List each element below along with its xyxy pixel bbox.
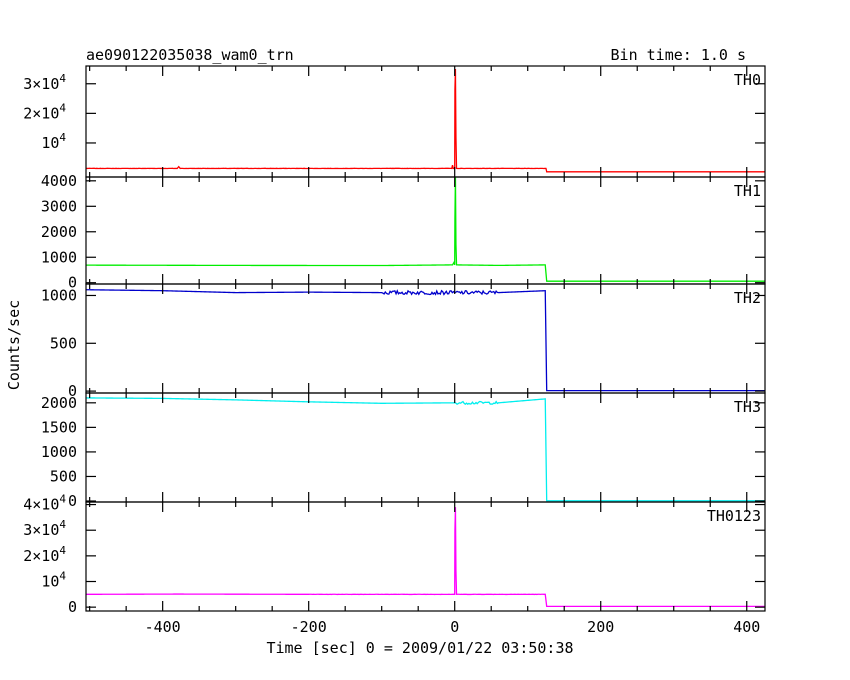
panel-label: TH1 bbox=[734, 182, 761, 200]
y-tick-label: 1000 bbox=[41, 286, 77, 304]
y-tick-label: 104 bbox=[41, 570, 66, 591]
chart-title: ae090122035038_wam0_trn bbox=[86, 46, 294, 64]
bin-time-label: Bin time: 1.0 s bbox=[611, 46, 746, 64]
y-tick-exponent: 4 bbox=[59, 544, 66, 557]
x-axis-label: Time [sec] 0 = 2009/01/22 03:50:38 bbox=[266, 639, 573, 657]
y-tick-label: 0 bbox=[68, 598, 77, 616]
y-tick-label: 2×104 bbox=[23, 544, 66, 565]
panel-frame bbox=[85, 501, 766, 612]
y-tick-exponent: 4 bbox=[59, 131, 66, 144]
y-tick-exponent: 4 bbox=[59, 72, 66, 85]
y-tick-label: 2000 bbox=[41, 223, 77, 241]
y-tick-base: 2×10 bbox=[23, 547, 59, 565]
y-tick-label: 0 bbox=[68, 492, 77, 510]
panel-frame bbox=[85, 65, 766, 178]
y-tick-base: 4×10 bbox=[23, 496, 59, 514]
panel-frame bbox=[85, 392, 766, 503]
series-line-th1 bbox=[86, 177, 765, 282]
y-tick-label: 3×104 bbox=[23, 518, 66, 539]
y-tick-label: 2000 bbox=[41, 394, 77, 412]
y-tick-label: 4×104 bbox=[23, 493, 66, 514]
panel-label: TH0 bbox=[734, 71, 761, 89]
y-tick-label: 1500 bbox=[41, 418, 77, 436]
panel-label: TH2 bbox=[734, 289, 761, 307]
y-tick-label: 0 bbox=[68, 274, 77, 292]
y-tick-label: 3×104 bbox=[23, 72, 66, 93]
panel-frame bbox=[85, 176, 766, 285]
panel-th1: TH1 0 1000 2000 3000 4000 bbox=[41, 172, 766, 292]
y-axis-label: Counts/sec bbox=[5, 300, 23, 390]
panel-label: TH3 bbox=[734, 398, 761, 416]
x-tick-labels: -400 -200 0 200 400 bbox=[145, 618, 761, 636]
y-tick-label: 3000 bbox=[41, 197, 77, 215]
y-tick-label: 104 bbox=[41, 131, 66, 152]
x-tick-label: 0 bbox=[450, 618, 459, 636]
y-tick-label: 2×104 bbox=[23, 101, 66, 122]
y-tick-exponent: 4 bbox=[59, 493, 66, 506]
y-tick-label: 0 bbox=[68, 382, 77, 400]
y-tick-label: 4000 bbox=[41, 172, 77, 190]
series-line-th3 bbox=[86, 397, 765, 502]
y-tick-exponent: 4 bbox=[59, 518, 66, 531]
y-tick-base: 3×10 bbox=[23, 75, 59, 93]
y-tick-exponent: 4 bbox=[59, 101, 66, 114]
panel-label: TH0123 bbox=[707, 507, 761, 525]
x-tick-label: -400 bbox=[145, 618, 181, 636]
y-tick-exponent: 4 bbox=[59, 570, 66, 583]
y-tick-label: 1000 bbox=[41, 248, 77, 266]
y-tick-base: 10 bbox=[41, 573, 59, 591]
panel-frame bbox=[85, 283, 766, 394]
x-tick-label: 400 bbox=[733, 618, 760, 636]
panel-th3: TH3 0 500 1000 1500 2000 bbox=[41, 392, 766, 510]
series-line-th0 bbox=[86, 68, 765, 173]
series-line-th0123 bbox=[86, 507, 765, 608]
y-tick-base: 2×10 bbox=[23, 104, 59, 122]
y-tick-base: 3×10 bbox=[23, 521, 59, 539]
x-tick-label: 200 bbox=[587, 618, 614, 636]
y-tick-label: 500 bbox=[50, 467, 77, 485]
series-line-th2 bbox=[86, 289, 765, 392]
y-tick-label: 1000 bbox=[41, 443, 77, 461]
x-tick-label: -200 bbox=[291, 618, 327, 636]
y-tick-label: 500 bbox=[50, 334, 77, 352]
panel-th2: TH2 0 500 1000 bbox=[41, 283, 766, 400]
panels: TH01042×1043×104TH101000200030004000TH20… bbox=[23, 65, 766, 636]
y-tick-base: 10 bbox=[41, 134, 59, 152]
